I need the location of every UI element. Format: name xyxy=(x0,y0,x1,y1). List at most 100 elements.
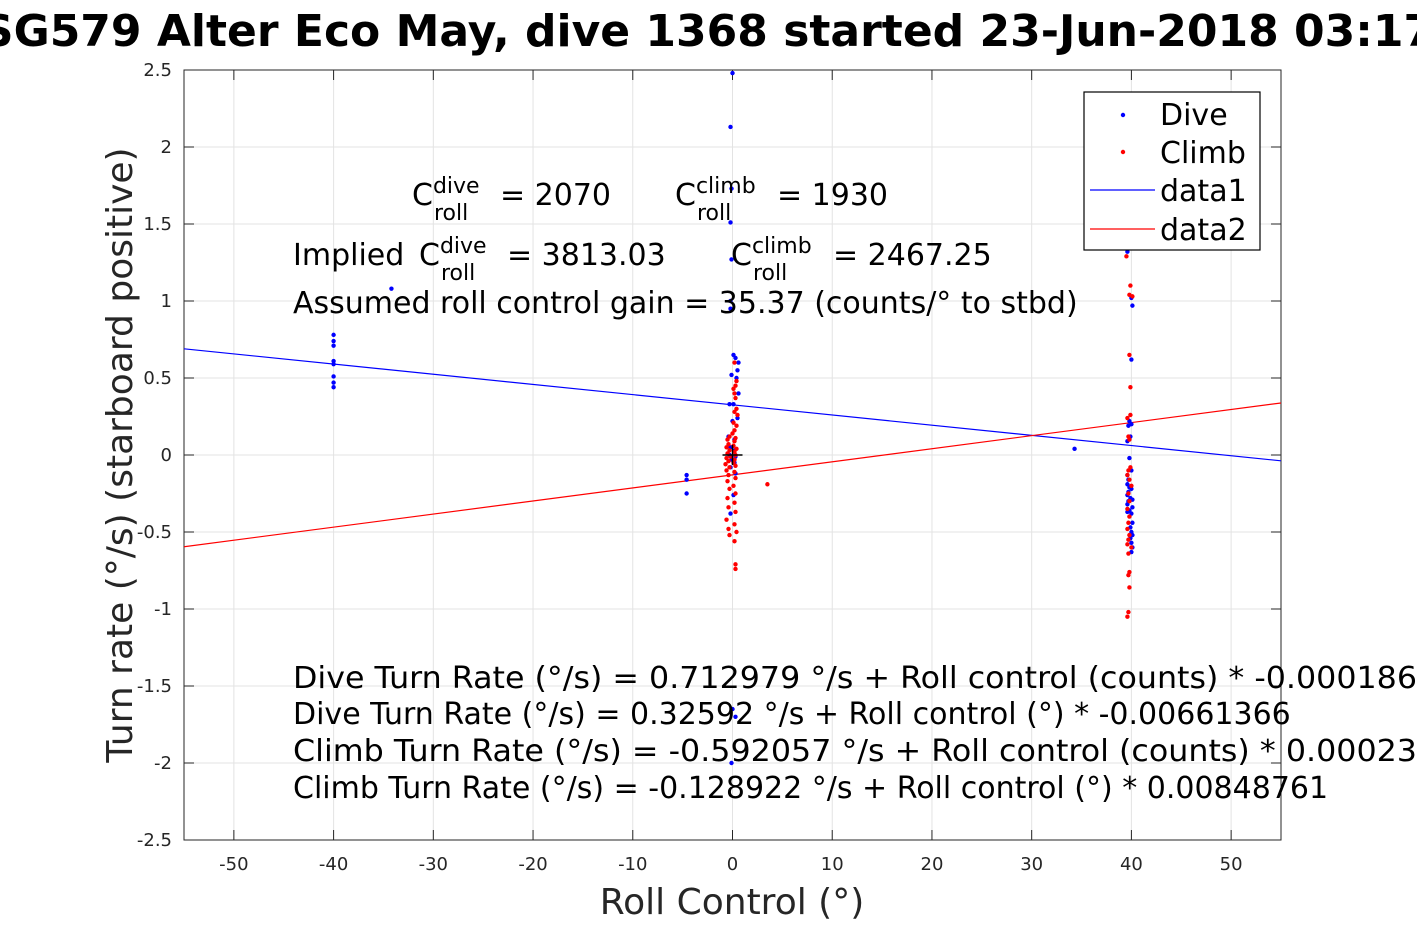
tick-labels: -50 -40 -30 -20 -10 0 10 20 30 40 50 2.5 2 1.5 1 0.5 0 -0… xyxy=(137,60,1243,875)
legend-box xyxy=(1083,91,1261,251)
data-points xyxy=(331,70,1135,766)
x-axis-label: Roll Control (°) xyxy=(600,882,865,923)
annotations: Cdive roll= 2070 Cclimb roll= 1930 Implied… xyxy=(293,174,1417,806)
y-tick-label: 1.5 xyxy=(143,214,172,235)
legend-label-climb: Climb xyxy=(1160,136,1246,171)
dive-point xyxy=(735,415,740,421)
climb-point xyxy=(765,482,770,487)
climb-point xyxy=(732,522,737,527)
climb-point xyxy=(732,360,737,365)
climb-point xyxy=(1127,532,1132,538)
y-tick-label: -0.5 xyxy=(137,522,172,543)
chart-title: SG579 Alter Eco May, dive 1368 started 2… xyxy=(0,6,1417,57)
x-tick-label: -20 xyxy=(518,854,547,875)
x-tick-label: -30 xyxy=(419,854,448,875)
climb-point xyxy=(1125,542,1130,547)
y-tick-label: -1.5 xyxy=(137,676,172,697)
climb-point xyxy=(734,378,739,384)
x-tick-label: 30 xyxy=(1020,854,1043,875)
climb-point xyxy=(1125,415,1130,421)
dive-point xyxy=(1126,423,1131,428)
dive-point xyxy=(1129,357,1134,362)
x-tick-label: 10 xyxy=(821,854,844,875)
y-tick-label: 2.5 xyxy=(143,60,172,81)
climb-point xyxy=(1128,385,1133,390)
climb-point xyxy=(1127,352,1132,358)
dive-point xyxy=(736,360,741,365)
dive-point xyxy=(729,372,734,378)
climb-point xyxy=(1124,254,1129,259)
y-tick-label: 0.5 xyxy=(143,368,172,389)
y-tick-label: 0 xyxy=(161,445,172,466)
climb-point xyxy=(727,532,732,538)
dive-point xyxy=(730,706,735,712)
climb-point xyxy=(1129,483,1134,488)
y-tick-label: -1 xyxy=(154,599,172,620)
dive-point xyxy=(733,355,738,361)
dive-point xyxy=(735,368,740,373)
origin-marker xyxy=(722,445,743,465)
climb-point xyxy=(1128,283,1133,288)
climb-point xyxy=(1126,551,1131,556)
implied-climb-annotation: Cclimb roll= 2467.25 xyxy=(731,234,992,286)
climb-point xyxy=(731,483,736,488)
x-tick-label: -50 xyxy=(219,854,248,875)
climb-point xyxy=(1129,545,1134,550)
dive-point xyxy=(684,477,689,482)
x-tick-label: 0 xyxy=(727,854,738,875)
dive-point xyxy=(1125,509,1130,515)
y-tick-label: 1 xyxy=(161,291,172,312)
climb-point xyxy=(724,445,729,450)
climb-point xyxy=(732,438,737,444)
implied-dive-annotation: Implied Cdive roll= 3813.03 xyxy=(293,234,666,286)
y-axis-label: Turn rate (°/s) (starboard positive) xyxy=(100,147,141,763)
climb-point xyxy=(1125,526,1130,532)
dive-point xyxy=(728,124,733,130)
climb-point xyxy=(725,478,730,484)
dive-point xyxy=(331,361,336,367)
dive-point xyxy=(731,401,736,407)
climb-point xyxy=(727,486,732,492)
dive-point xyxy=(331,358,336,364)
dive-point xyxy=(729,760,734,766)
climb-point xyxy=(725,437,730,442)
climb-point xyxy=(733,491,738,496)
climb-point xyxy=(1127,585,1132,590)
legend-label-data2: data2 xyxy=(1160,213,1247,248)
x-tick-label: 50 xyxy=(1220,854,1243,875)
climb-point xyxy=(724,517,729,522)
climb-point xyxy=(733,562,738,567)
legend-marker-climb xyxy=(1120,149,1126,155)
dive-point xyxy=(1130,303,1135,308)
dive-point xyxy=(729,257,734,262)
y-tick-label: 2 xyxy=(161,137,172,158)
climb-point xyxy=(733,395,738,401)
climb-point xyxy=(1126,520,1131,525)
fit-equation-1: Dive Turn Rate (°/s) = 0.712979 °/s + Ro… xyxy=(293,661,1417,696)
dive-point xyxy=(331,374,336,379)
dive-point xyxy=(727,401,732,407)
climb-point xyxy=(1125,506,1130,512)
climb-point xyxy=(1126,491,1131,496)
climb-point xyxy=(732,391,737,396)
dive-point xyxy=(730,70,735,76)
climb-point xyxy=(726,526,731,532)
dive-point xyxy=(684,491,689,496)
dive-point xyxy=(331,343,336,348)
dive-point xyxy=(1129,486,1134,492)
climb-point xyxy=(726,458,731,464)
climb-point xyxy=(726,505,731,510)
dive-point xyxy=(734,375,739,381)
x-tick-label: -10 xyxy=(618,854,647,875)
climb-point xyxy=(732,409,737,415)
climb-point xyxy=(723,462,728,467)
climb-point xyxy=(733,566,738,572)
climb-point xyxy=(730,431,735,436)
climb-point xyxy=(1126,468,1131,473)
dive-point xyxy=(728,306,733,311)
climb-point xyxy=(1127,514,1132,519)
legend: Dive Climb data1 data2 xyxy=(1083,91,1261,251)
climb-point xyxy=(1130,294,1135,299)
dive-point xyxy=(389,286,394,291)
